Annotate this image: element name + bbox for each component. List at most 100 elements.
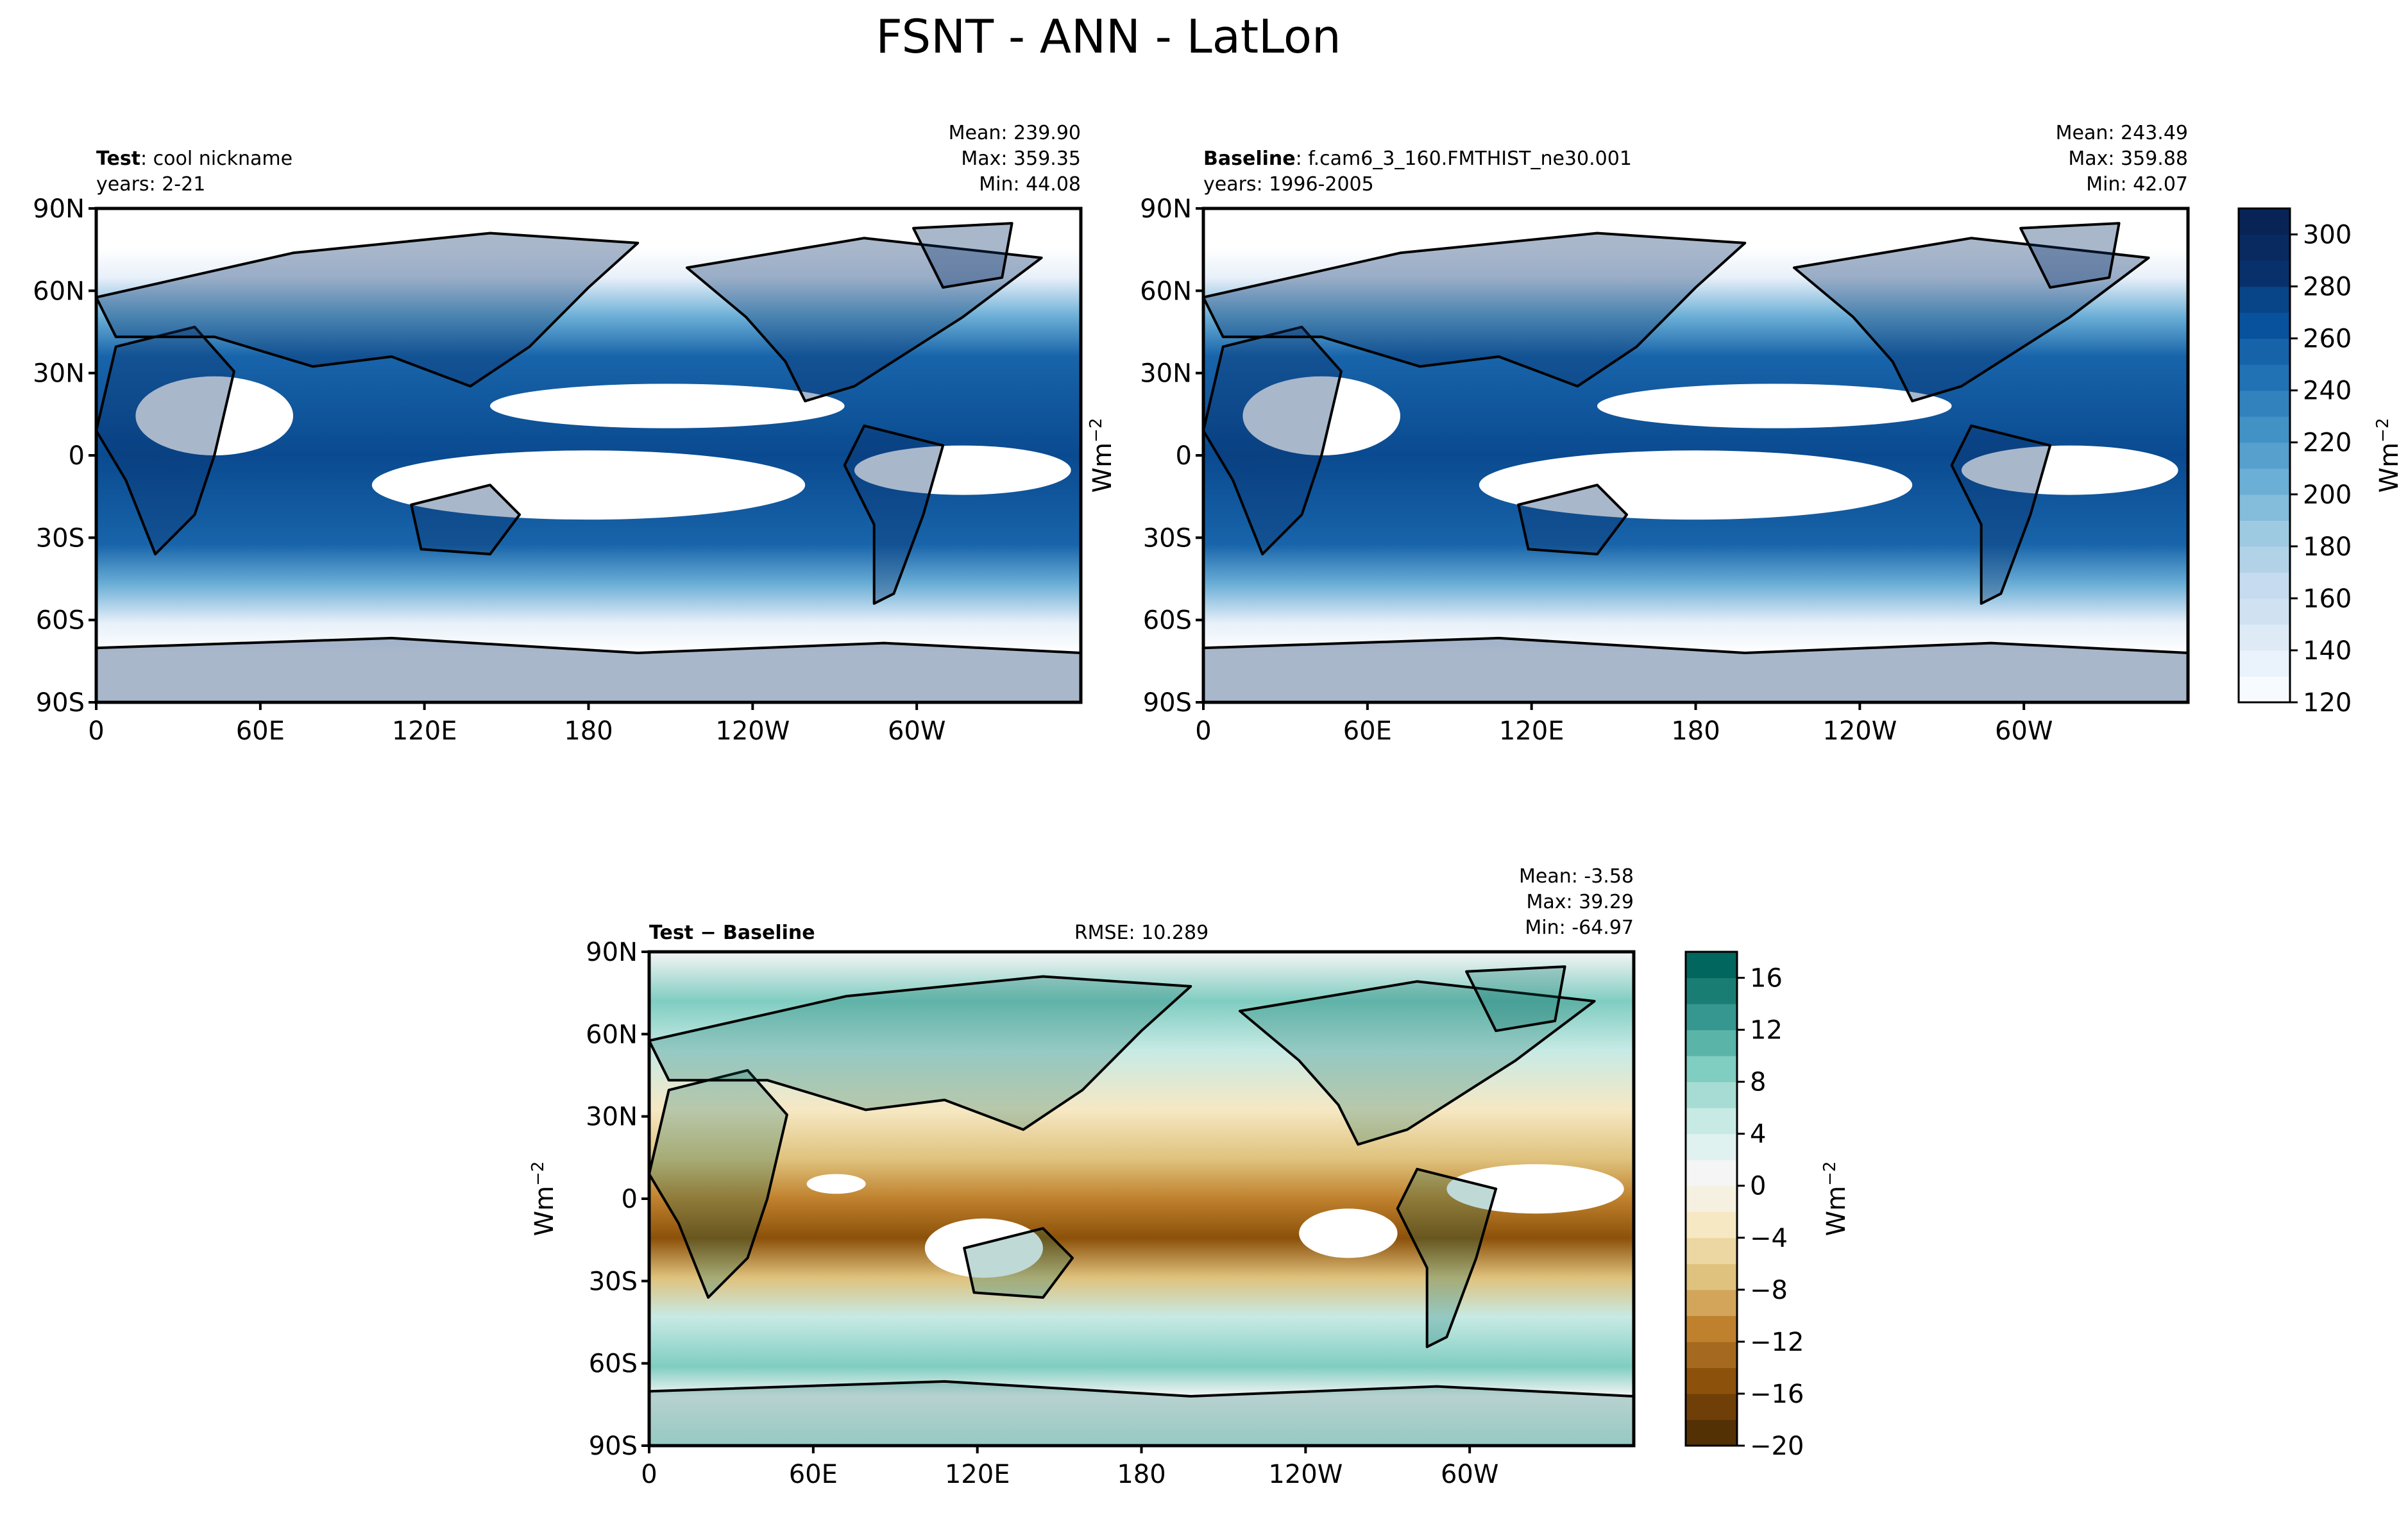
figure-title: FSNT - ANN - LatLon	[876, 10, 1341, 63]
x-tick-label: 120W	[1268, 1460, 1343, 1489]
colorbar-level	[2239, 364, 2290, 391]
low-region-0	[1597, 384, 1952, 428]
rmse-label: RMSE: 10.289	[1074, 922, 1208, 944]
y-tick-label: 90S	[36, 688, 85, 718]
colorbar-tick-label: −12	[1750, 1328, 1804, 1357]
panel-title-rest: : f.cam6_3_160.FMTHIST_ne30.001	[1296, 148, 1632, 170]
colorbar-level	[2239, 624, 2290, 651]
colorbar-level	[2239, 598, 2290, 625]
stat-line: Max: 359.35	[961, 148, 1081, 170]
colorbar-tick-label: −8	[1750, 1276, 1788, 1305]
y-tick-label: 0	[69, 441, 85, 471]
colorbar-level	[2239, 234, 2290, 261]
stat-line: Max: 39.29	[1526, 891, 1634, 913]
y-tick-label: 60N	[1140, 276, 1192, 306]
y-tick-label: 60S	[1143, 606, 1192, 636]
unit-exponent: −2	[1087, 418, 1106, 443]
colorbar-level	[2239, 260, 2290, 287]
low-region-2	[854, 445, 1071, 495]
unit-base: Wm	[1822, 1186, 1851, 1237]
colorbar-tick-label: 260	[2303, 325, 2352, 354]
x-tick-label: 60E	[236, 716, 285, 746]
x-tick-label: 60W	[1441, 1460, 1498, 1489]
colorbar-level	[1686, 1289, 1737, 1316]
panel-subtitle: years: 2-21	[96, 173, 205, 196]
unit-exponent: −2	[529, 1162, 548, 1186]
x-tick-label: 60W	[888, 716, 945, 746]
colorbar-unit-label: Wm−2	[2373, 418, 2404, 493]
colorbar-level	[1686, 1160, 1737, 1187]
x-tick-label: 180	[564, 716, 613, 746]
stat-line: Min: 44.08	[979, 173, 1081, 196]
panel-title-bold: Test	[96, 148, 140, 170]
colorbar-tick-label: 8	[1750, 1068, 1766, 1097]
colorbar-tick-label: 0	[1750, 1172, 1766, 1201]
colorbar-level	[1686, 977, 1737, 1004]
panel-title-bold: Baseline	[1203, 148, 1296, 170]
y-tick-label: 60N	[33, 276, 85, 306]
colorbar-tick-label: 240	[2303, 376, 2352, 406]
coastline-1	[1202, 232, 1747, 388]
panel-title: Test − Baseline	[649, 922, 815, 944]
masked-region-1	[924, 1218, 1043, 1278]
colorbar-level	[1686, 1393, 1737, 1420]
y-tick-label: 60S	[589, 1349, 638, 1379]
coastline-0	[648, 1069, 788, 1299]
x-tick-label: 180	[1671, 716, 1720, 746]
y-tick-label: 90S	[1143, 688, 1192, 718]
colorbar-level	[2239, 312, 2290, 339]
coastline-3	[686, 237, 1043, 403]
stat-line: Min: -64.97	[1525, 917, 1634, 939]
colorbar-level	[1686, 1419, 1737, 1446]
coastline-2	[963, 1227, 1074, 1299]
x-tick-label: 60E	[1343, 716, 1392, 746]
y-tick-label: 60S	[36, 606, 85, 636]
colorbar-level	[2239, 494, 2290, 521]
y-axis-unit-label: Wm−2	[529, 1162, 559, 1237]
y-tick-label: 30N	[586, 1103, 638, 1132]
panel-title: Baseline: f.cam6_3_160.FMTHIST_ne30.001	[1203, 148, 1632, 170]
coastline-0	[1202, 325, 1343, 555]
colorbar-level	[1686, 1108, 1737, 1135]
coastline-4	[843, 424, 945, 605]
low-region-1	[371, 450, 806, 520]
coastline-5	[2019, 222, 2121, 289]
colorbar-frame	[1684, 951, 1738, 1447]
y-tick-label: 30S	[36, 523, 85, 553]
unit-base: Wm	[1088, 443, 1117, 493]
coastline-5	[1465, 965, 1566, 1033]
colorbar-baseline: 120 140 160 180 200 220 240 260 280 300 Wm−2	[2237, 207, 2404, 718]
low-region-1	[1479, 450, 1913, 520]
colorbar-level	[1686, 1341, 1737, 1368]
y-tick-label: 30N	[1140, 359, 1192, 389]
y-tick-label: 90S	[589, 1432, 638, 1461]
colorbar-tick-label: 12	[1750, 1016, 1783, 1045]
colorbar-tick-label: 4	[1750, 1120, 1766, 1149]
coastline-2	[410, 484, 521, 555]
colorbar-difference: −20 −16 −12 −8 −4 0 4 8 12 16 Wm−2	[1684, 951, 1851, 1461]
coastline-3	[1239, 980, 1596, 1146]
x-tick-label: 0	[1195, 716, 1211, 746]
stat-line: Mean: 239.90	[949, 122, 1081, 144]
colorbar-tick-label: 120	[2303, 688, 2352, 718]
y-tick-label: 0	[622, 1185, 638, 1214]
colorbar-tick-label: 300	[2303, 221, 2352, 250]
coastline-1	[648, 975, 1192, 1131]
x-tick-label: 120E	[1499, 716, 1564, 746]
x-tick-label: 60E	[789, 1460, 838, 1489]
colorbar-level	[2239, 546, 2290, 573]
colorbar-tick-label: −4	[1750, 1224, 1788, 1253]
colorbar-frame	[2237, 207, 2291, 704]
y-tick-label: 30S	[589, 1267, 638, 1296]
colorbar-level	[1686, 1264, 1737, 1290]
colorbar-level	[1686, 1004, 1737, 1031]
colorbar-level	[2239, 442, 2290, 469]
colorbar-level	[1686, 1029, 1737, 1056]
colorbar-level	[1686, 1367, 1737, 1394]
x-tick-label: 120E	[392, 716, 457, 746]
colorbar-level	[2239, 390, 2290, 417]
colorbar-tick-label: 280	[2303, 273, 2352, 302]
colorbar-tick-label: 180	[2303, 532, 2352, 562]
